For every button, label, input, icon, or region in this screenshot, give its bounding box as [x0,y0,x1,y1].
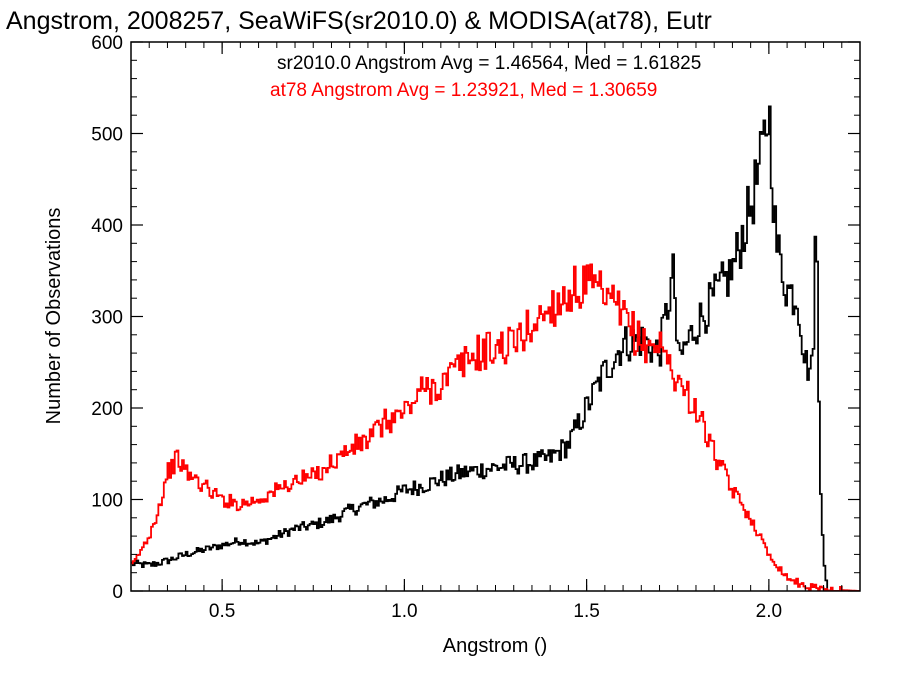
x-tick-label: 0.5 [209,601,235,622]
y-tick-label: 100 [91,491,123,512]
y-tick-label: 500 [91,125,123,146]
annotation-at78: at78 Angstrom Avg = 1.23921, Med = 1.306… [270,80,657,101]
series-line-at78 [131,263,860,591]
y-tick-label: 400 [91,216,123,237]
y-tick-label: 300 [91,308,123,329]
annotation-sr2010: sr2010.0 Angstrom Avg = 1.46564, Med = 1… [277,53,701,74]
y-tick-label: 600 [91,33,123,54]
chart-title: Angstrom, 2008257, SeaWiFS(sr2010.0) & M… [6,7,712,35]
y-axis-title: Number of Observations [43,208,65,425]
y-tick-label: 0 [112,582,123,603]
x-axis-title: Angstrom () [443,635,547,657]
x-tick-label: 2.0 [756,601,782,622]
x-tick-label: 1.0 [391,601,417,622]
y-tick-label: 200 [91,399,123,420]
x-tick-label: 1.5 [573,601,599,622]
series-line-sr2010-0 [131,105,860,591]
